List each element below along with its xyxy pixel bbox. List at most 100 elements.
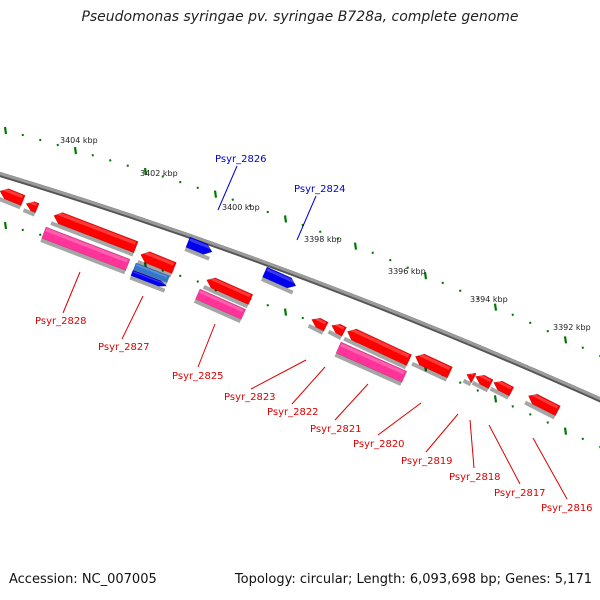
- gene-label-psyr-2826[interactable]: Psyr_2826: [215, 154, 267, 165]
- gene-label-psyr-2819[interactable]: Psyr_2819: [401, 456, 453, 467]
- leader-line-psyr-2819: [425, 413, 459, 453]
- gene-highlight: [189, 238, 212, 250]
- gene-block-psyr-2822[interactable]: [327, 321, 347, 340]
- minor-tick: [91, 153, 94, 157]
- gene-highlight: [55, 211, 136, 245]
- gene-block[interactable]: [0, 186, 26, 210]
- gene-shadow: [193, 299, 242, 324]
- major-tick: [423, 272, 428, 280]
- minor-tick: [249, 204, 252, 207]
- minor-tick: [179, 180, 182, 184]
- gene-face: [25, 201, 40, 214]
- gene-block-psyr-2819[interactable]: [462, 370, 477, 387]
- minor-tick: [56, 143, 59, 147]
- gene-block-psyr-2826[interactable]: [184, 236, 214, 261]
- minor-tick: [546, 329, 549, 333]
- gene-label-psyr-2818[interactable]: Psyr_2818: [449, 472, 501, 483]
- gene-block-psyr-2824[interactable]: [260, 266, 298, 295]
- gene-block-psyr-2821-pink[interactable]: [334, 341, 408, 386]
- major-tick: [353, 242, 358, 250]
- minor-tick: [196, 186, 199, 190]
- gene-labels: Psyr_2828Psyr_2827Psyr_2826Psyr_2825Psyr…: [35, 154, 593, 514]
- gene-label-psyr-2828[interactable]: Psyr_2828: [35, 316, 87, 327]
- gene-face: [331, 323, 347, 337]
- gene-highlight: [530, 392, 559, 409]
- gene-block-psyr-2820[interactable]: [411, 351, 453, 382]
- gene-block-psyr-2828-pink[interactable]: [40, 226, 131, 275]
- gene-highlight: [136, 264, 168, 278]
- gene-highlight: [142, 250, 175, 266]
- minor-tick: [511, 313, 514, 316]
- gene-face: [475, 374, 494, 390]
- scale-label: 3398 kbp: [304, 235, 342, 244]
- gene-highlight: [340, 343, 405, 375]
- minor-tick: [21, 133, 24, 137]
- minor-tick: [336, 237, 339, 240]
- gene-highlight: [468, 371, 474, 376]
- scale-label: 3404 kbp: [60, 136, 98, 145]
- gene-face: [0, 188, 26, 206]
- genome-backbone: [0, 171, 600, 403]
- leader-line-psyr-2822: [291, 366, 326, 405]
- gene-block-psyr-2825[interactable]: [193, 288, 247, 324]
- gene-face: [493, 380, 515, 397]
- gene-block-psyr-2821[interactable]: [343, 326, 413, 370]
- gene-highlight: [133, 271, 166, 285]
- gene-face: [53, 212, 139, 254]
- minor-tick: [476, 297, 479, 300]
- gene-label-psyr-2820[interactable]: Psyr_2820: [353, 439, 405, 450]
- gene-face: [130, 269, 168, 287]
- gene-shadow: [411, 361, 448, 382]
- minor-tick: [459, 289, 462, 292]
- gene-shadow: [334, 352, 402, 386]
- gene-face: [206, 277, 254, 305]
- major-tick: [73, 146, 78, 155]
- gene-shadow: [307, 323, 324, 335]
- gene-block[interactable]: [137, 249, 177, 278]
- gene-label-psyr-2821[interactable]: Psyr_2821: [310, 424, 362, 435]
- gene-block-psyr-2818[interactable]: [471, 372, 494, 393]
- gene-highlight: [45, 228, 128, 263]
- minor-tick: [581, 346, 584, 349]
- major-tick: [493, 303, 498, 311]
- minor-tick: [319, 230, 322, 233]
- gene-label-psyr-2823[interactable]: Psyr_2823: [224, 392, 276, 403]
- gene-shadow: [260, 277, 294, 295]
- gene-highlight: [208, 276, 251, 298]
- gene-label-psyr-2816[interactable]: Psyr_2816: [541, 503, 593, 514]
- major-tick: [213, 190, 218, 198]
- gene-shadow: [471, 380, 489, 393]
- gene-highlight: [333, 322, 345, 330]
- gene-block-psyr-2823[interactable]: [307, 315, 329, 335]
- gene-label-psyr-2822[interactable]: Psyr_2822: [267, 407, 319, 418]
- minor-tick: [511, 405, 514, 408]
- gene-blocks: [0, 186, 561, 420]
- gene-highlight: [266, 268, 296, 284]
- gene-label-psyr-2817[interactable]: Psyr_2817: [494, 488, 546, 499]
- leader-line-psyr-2820: [377, 402, 422, 436]
- minor-tick: [266, 304, 269, 307]
- gene-label-psyr-2827[interactable]: Psyr_2827: [98, 342, 150, 353]
- gene-block-psyr-2817[interactable]: [489, 378, 515, 400]
- major-tick: [563, 336, 568, 344]
- gene-label-psyr-2825[interactable]: Psyr_2825: [172, 371, 224, 382]
- minor-tick: [126, 164, 129, 167]
- gene-face: [195, 288, 247, 320]
- topology-label: Topology: circular; Length: 6,093,698 bp…: [234, 572, 592, 587]
- gene-block-psyr-2816[interactable]: [524, 391, 561, 420]
- major-tick: [493, 395, 498, 403]
- gene-block[interactable]: [202, 275, 254, 309]
- gene-label-psyr-2824[interactable]: Psyr_2824: [294, 184, 346, 195]
- leader-line-psyr-2816: [532, 437, 568, 500]
- gene-shadow: [462, 378, 472, 387]
- scale-label: 3392 kbp: [553, 323, 591, 332]
- gene-block[interactable]: [22, 199, 40, 217]
- minor-tick: [371, 251, 374, 255]
- minor-tick: [179, 274, 182, 278]
- gene-block-psyr-2828[interactable]: [50, 210, 139, 257]
- accession-label: Accession: NC_007005: [9, 572, 157, 587]
- gene-highlight: [1, 187, 23, 199]
- major-tick: [3, 126, 8, 135]
- gene-block-psyr-2827[interactable]: [129, 269, 168, 293]
- gene-shadow: [137, 260, 172, 278]
